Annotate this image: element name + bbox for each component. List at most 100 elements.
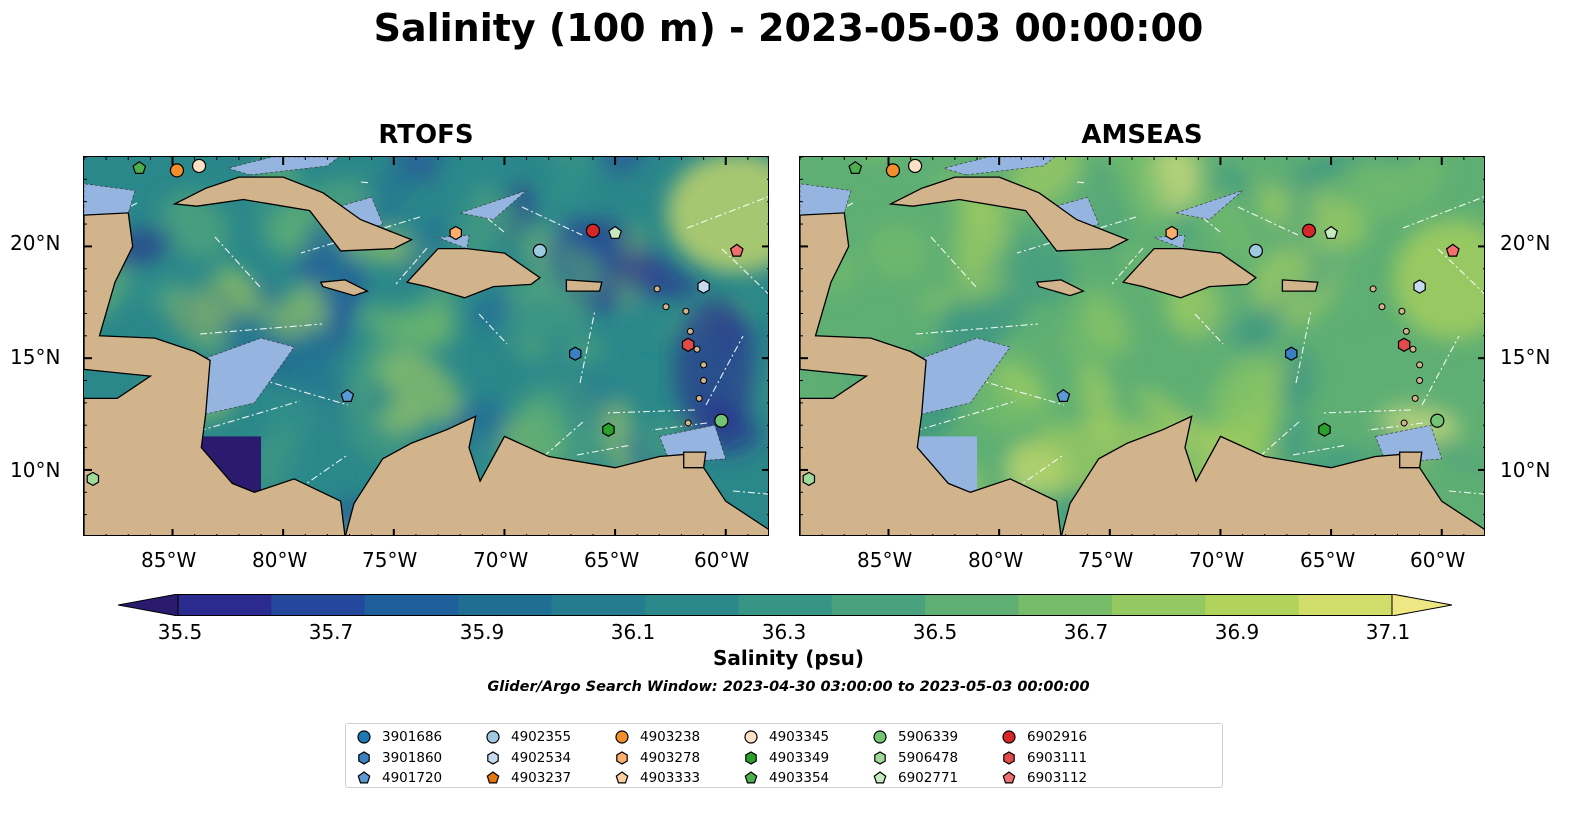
float-marker-5906478[interactable] bbox=[802, 471, 816, 487]
float-marker-4903349[interactable] bbox=[1318, 422, 1331, 437]
hexagon-marker-icon bbox=[745, 750, 757, 765]
float-marker-4903345[interactable] bbox=[191, 158, 207, 174]
float-marker-4903345[interactable] bbox=[907, 158, 923, 174]
pentagon-marker-icon bbox=[357, 771, 371, 784]
lat-label-10n-left: 10°N bbox=[10, 458, 61, 482]
float-marker-4902534[interactable] bbox=[1413, 279, 1426, 294]
float-marker-5906339[interactable] bbox=[1430, 413, 1445, 428]
float-legend: 3901686 3901860 4901720 4902355 4902534 49032… bbox=[345, 723, 1223, 788]
legend-label: 4903345 bbox=[769, 729, 830, 745]
lon-label-65w-p2: 65°W bbox=[1300, 548, 1356, 572]
legend-label: 5906478 bbox=[898, 749, 959, 766]
colorbar-gradient bbox=[117, 593, 1453, 617]
legend-item-4903354: 4903354 bbox=[743, 768, 829, 788]
colorbar-bin bbox=[644, 594, 739, 616]
circle-marker-icon bbox=[1002, 730, 1016, 744]
float-marker-6902916[interactable] bbox=[585, 223, 601, 238]
lon-label-85w-p1: 85°W bbox=[141, 548, 197, 572]
legend-marker-5906478 bbox=[874, 750, 886, 765]
salinity-map-canvas bbox=[800, 157, 1484, 535]
panel-title-amseas: AMSEAS bbox=[1081, 120, 1203, 150]
legend-label: 4902355 bbox=[511, 729, 572, 745]
map-amseas[interactable] bbox=[799, 156, 1485, 536]
circle-marker-icon bbox=[873, 730, 887, 744]
colorbar-bin bbox=[1111, 594, 1206, 616]
float-marker-4901720[interactable] bbox=[1056, 388, 1071, 402]
colorbar-tick-36-9: 36.9 bbox=[1214, 620, 1260, 644]
legend-label: 4903278 bbox=[640, 749, 701, 766]
legend-item-4903238: 4903238 bbox=[614, 727, 700, 747]
float-marker-3901860[interactable] bbox=[1285, 346, 1298, 361]
legend-item-5906339: 5906339 bbox=[872, 727, 958, 747]
legend-marker-4903237 bbox=[486, 771, 500, 784]
land-mass bbox=[800, 212, 1062, 535]
colorbar-bin bbox=[925, 594, 1020, 616]
lon-label-60w-p2: 60°W bbox=[1410, 548, 1466, 572]
colorbar-tick-35-7: 35.7 bbox=[308, 620, 354, 644]
legend-marker-4903278 bbox=[616, 750, 628, 765]
legend-marker-3901686 bbox=[357, 730, 371, 744]
float-marker-4903278[interactable] bbox=[1165, 225, 1178, 241]
legend-item-6903112: 6903112 bbox=[1001, 768, 1087, 788]
hexagon-marker-icon bbox=[616, 750, 628, 765]
colorbar-tick-37-1: 37.1 bbox=[1365, 620, 1411, 644]
float-marker-3901860[interactable] bbox=[569, 346, 582, 361]
float-marker-4903354[interactable] bbox=[132, 160, 147, 174]
float-marker-4902534[interactable] bbox=[697, 279, 710, 294]
float-marker-4901720[interactable] bbox=[340, 388, 355, 402]
legend-label: 6902916 bbox=[1027, 729, 1088, 745]
lat-label-10n-right: 10°N bbox=[1500, 458, 1551, 482]
legend-item-4902534: 4902534 bbox=[485, 748, 571, 768]
float-marker-4903349[interactable] bbox=[602, 422, 615, 437]
float-marker-4903238[interactable] bbox=[169, 163, 185, 178]
float-marker-6902771[interactable] bbox=[1324, 225, 1339, 239]
legend-item-4903345: 4903345 bbox=[743, 727, 829, 747]
legend-label: 6903111 bbox=[1027, 749, 1088, 766]
float-marker-4902355[interactable] bbox=[1248, 243, 1263, 258]
float-marker-6903112[interactable] bbox=[729, 243, 744, 257]
colorbar-bin bbox=[831, 594, 926, 616]
legend-marker-4901720 bbox=[357, 771, 371, 784]
legend-marker-4903238 bbox=[615, 730, 629, 744]
circle-marker-icon bbox=[486, 730, 500, 744]
legend-marker-3901860 bbox=[358, 750, 370, 765]
float-marker-4903278[interactable] bbox=[449, 225, 462, 241]
legend-item-3901686: 3901686 bbox=[356, 727, 442, 747]
float-marker-6902771[interactable] bbox=[608, 225, 623, 239]
colorbar-bin bbox=[1298, 594, 1393, 616]
colorbar-bin bbox=[458, 594, 553, 616]
lon-label-70w-p2: 70°W bbox=[1189, 548, 1245, 572]
legend-marker-6903112 bbox=[1002, 771, 1016, 784]
float-marker-4902355[interactable] bbox=[532, 243, 547, 258]
float-marker-4903354[interactable] bbox=[848, 160, 863, 174]
map-rtofs[interactable] bbox=[83, 156, 769, 536]
legend-label: 3901860 bbox=[382, 749, 443, 766]
float-marker-4903238[interactable] bbox=[885, 163, 901, 178]
colorbar-bin bbox=[551, 594, 646, 616]
legend-item-4903349: 4903349 bbox=[743, 748, 829, 768]
colorbar-bin bbox=[1205, 594, 1300, 616]
salinity-map-canvas bbox=[84, 157, 768, 535]
pentagon-marker-icon bbox=[873, 771, 887, 784]
float-marker-5906478[interactable] bbox=[86, 471, 100, 487]
land-mass bbox=[1281, 279, 1319, 292]
colorbar-bin bbox=[738, 594, 833, 616]
float-marker-6903111[interactable] bbox=[1397, 337, 1411, 352]
legend-label: 4902534 bbox=[511, 749, 572, 766]
colorbar-tick-36-1: 36.1 bbox=[610, 620, 656, 644]
colorbar-bin bbox=[1018, 594, 1113, 616]
legend-marker-4903349 bbox=[745, 750, 757, 765]
lat-label-15n-right: 15°N bbox=[1500, 345, 1551, 369]
land-mass bbox=[319, 279, 369, 297]
pentagon-marker-icon bbox=[744, 771, 758, 784]
lon-label-70w-p1: 70°W bbox=[473, 548, 529, 572]
lon-label-80w-p2: 80°W bbox=[968, 548, 1024, 572]
hexagon-marker-icon bbox=[1003, 750, 1015, 765]
float-marker-6903112[interactable] bbox=[1445, 243, 1460, 257]
legend-marker-4903333 bbox=[615, 771, 629, 784]
float-marker-5906339[interactable] bbox=[714, 413, 729, 428]
float-marker-6903111[interactable] bbox=[681, 337, 695, 352]
float-marker-6902916[interactable] bbox=[1301, 223, 1317, 238]
land-mass bbox=[1399, 451, 1423, 469]
lon-label-65w-p1: 65°W bbox=[584, 548, 640, 572]
